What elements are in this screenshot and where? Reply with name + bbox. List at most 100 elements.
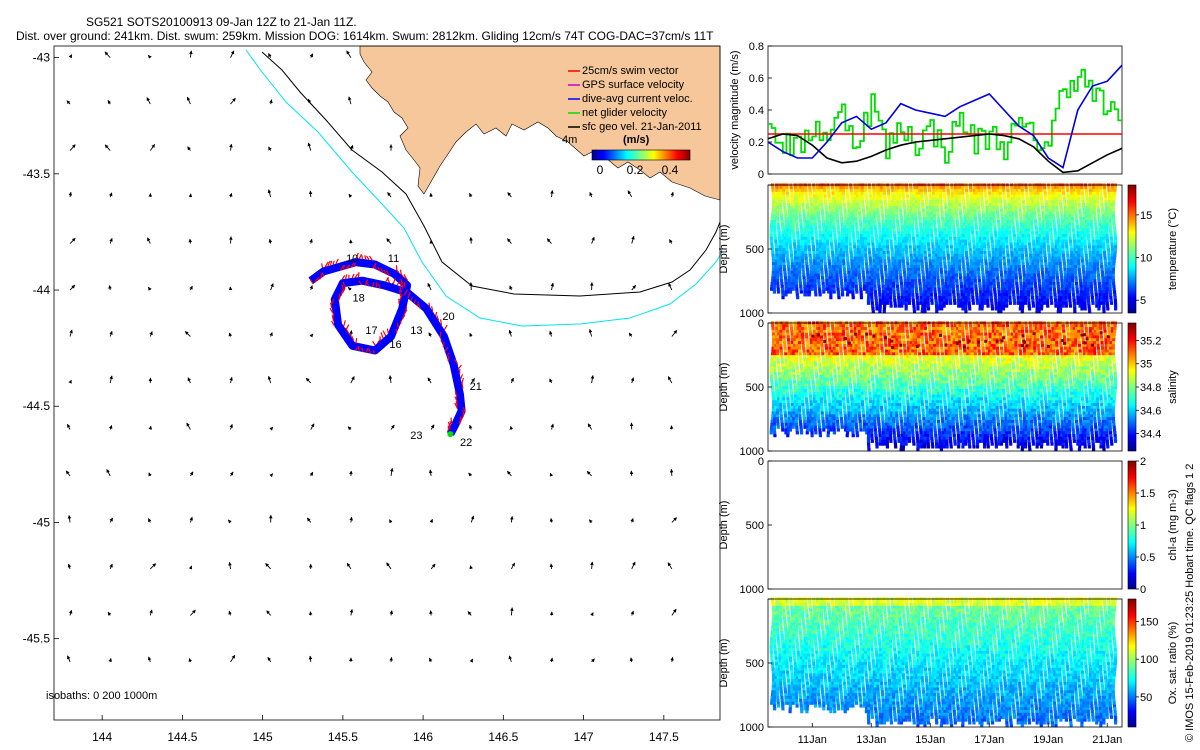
profile-sample [781,236,785,241]
current-arrow [550,423,554,430]
profile-sample [936,259,940,263]
profile-sample [831,203,835,207]
profile-sample [1023,217,1027,221]
profile-sample [972,191,976,196]
profile-sample [1063,267,1067,272]
profile-sample [1079,225,1083,229]
profile-sample [1071,225,1075,229]
profile-sample [838,200,842,204]
profile-sample [1032,191,1036,196]
profile-sample [798,259,802,263]
profile-sample [1084,253,1088,257]
profile-sample [895,259,900,263]
current-arrow [230,50,235,58]
profile-sample [1027,281,1031,286]
profile-sample [980,242,984,246]
profile-sample [853,189,857,193]
profile-sample [928,211,932,215]
profile-sample [992,270,996,274]
profile-sample [908,248,913,252]
profile-sample [927,217,932,221]
profile-sample [952,205,956,210]
profile-sample [994,304,998,308]
profile-sample [862,281,866,286]
profile-sample [1093,262,1097,266]
profile-sample [1014,211,1018,215]
profile-sample [972,250,977,255]
profile-sample [814,234,819,238]
profile-sample [975,186,979,190]
profile-sample [903,228,907,232]
profile-sample [841,293,845,297]
profile-sample [934,239,939,243]
profile-sample [1101,290,1105,294]
profile-sample [856,191,860,196]
profile-sample [965,287,969,291]
current-arrow [109,237,113,244]
profile-sample [914,220,918,224]
profile-sample [858,250,862,255]
profile-sample [1019,290,1024,294]
profile-sample [895,270,899,274]
profile-sample [984,220,989,224]
profile-sample [900,231,904,235]
profile-sample [1094,222,1098,227]
profile-sample [937,222,941,227]
profile-sample [966,267,970,272]
profile-sample [871,242,875,246]
tasmania-land [359,45,721,201]
profile-sample [936,279,940,283]
profile-sample [1039,242,1044,246]
profile-sample [895,200,899,204]
profile-sample [880,242,884,246]
profile-sample [835,270,839,274]
profile-sample [1104,200,1108,204]
profile-sample [971,265,976,269]
profile-sample [860,189,864,193]
profile-sample [872,194,876,198]
profile-sample [979,189,984,193]
profile-sample [910,200,914,204]
profile-sample [946,256,951,260]
current-arrow [469,424,473,430]
profile-sample [1015,284,1019,288]
profile-sample [1076,239,1080,243]
profile-sample [818,189,822,193]
profile-sample [989,214,993,218]
profile-sample [978,245,982,249]
profile-sample [997,298,1002,303]
profile-sample [900,228,904,232]
profile-sample [887,265,892,269]
profile-sample [793,191,798,196]
profile-sample [1033,197,1037,201]
profile-sample [1077,203,1081,207]
profile-sample [994,236,998,241]
profile-sample [943,265,947,269]
profile-sample [793,265,797,269]
profile-sample [812,200,816,204]
profile-sample [927,220,931,224]
profile-sample [900,287,904,291]
profile-sample [854,214,858,218]
profile-sample [1009,242,1013,246]
profile-sample [787,287,791,291]
profile-sample [954,267,959,272]
profile-sample [817,287,822,291]
profile-sample [988,203,992,207]
profile-sample [784,287,788,291]
profile-sample [1000,296,1004,300]
profile-sample [1020,189,1024,193]
profile-sample [906,281,910,286]
profile-sample [923,245,927,249]
profile-sample [783,211,788,215]
profile-sample [836,256,841,260]
profile-sample [878,296,882,300]
profile-sample [996,253,1000,257]
profile-sample [982,279,986,283]
profile-sample [918,186,922,190]
profile-sample [1055,200,1059,204]
swim-vector [443,324,448,331]
profile-sample [798,253,803,257]
profile-sample [807,248,812,252]
profile-sample [1064,301,1068,305]
